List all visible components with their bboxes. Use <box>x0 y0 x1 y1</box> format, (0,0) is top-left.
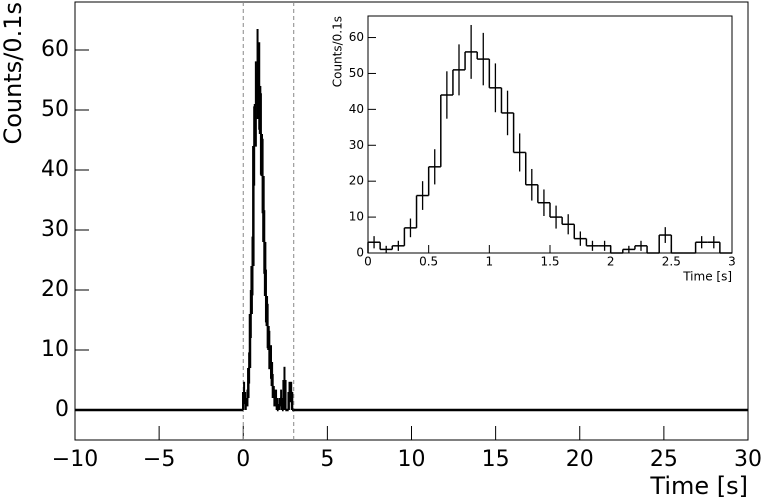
x-tick-label: 15 <box>482 447 510 472</box>
y-tick-label: 0 <box>55 397 69 422</box>
y-tick-label: 30 <box>41 217 69 242</box>
x-tick-label: 2 <box>607 255 615 269</box>
y-tick-label: 0 <box>356 246 364 260</box>
x-tick-label: 5 <box>320 447 334 472</box>
x-tick-label: 0 <box>236 447 250 472</box>
x-tick-label: 3 <box>728 255 736 269</box>
x-tick-label: 30 <box>734 447 762 472</box>
x-tick-label: 25 <box>650 447 678 472</box>
y-tick-label: 40 <box>41 157 69 182</box>
y-tick-label: 60 <box>349 30 364 44</box>
x-axis-label: Time [s] <box>649 472 748 500</box>
y-tick-label: 10 <box>349 210 364 224</box>
x-tick-label: 1.5 <box>540 255 559 269</box>
x-axis-label: Time [s] <box>682 270 732 284</box>
y-tick-label: 30 <box>349 138 364 152</box>
y-axis-label: Counts/0.1s <box>0 2 27 145</box>
x-tick-label: 0.5 <box>419 255 438 269</box>
y-tick-label: 20 <box>41 277 69 302</box>
y-tick-label: 50 <box>349 66 364 80</box>
x-tick-label: 20 <box>566 447 594 472</box>
x-tick-label: −10 <box>52 447 98 472</box>
x-tick-label: −5 <box>143 447 175 472</box>
y-tick-label: 60 <box>41 37 69 62</box>
x-tick-label: 1 <box>486 255 494 269</box>
y-tick-label: 50 <box>41 97 69 122</box>
x-tick-label: 0 <box>364 255 372 269</box>
x-tick-label: 2.5 <box>662 255 681 269</box>
y-tick-label: 40 <box>349 102 364 116</box>
y-tick-label: 20 <box>349 174 364 188</box>
y-axis-label: Counts/0.1s <box>331 16 345 87</box>
x-tick-label: 10 <box>398 447 426 472</box>
y-tick-label: 10 <box>41 337 69 362</box>
